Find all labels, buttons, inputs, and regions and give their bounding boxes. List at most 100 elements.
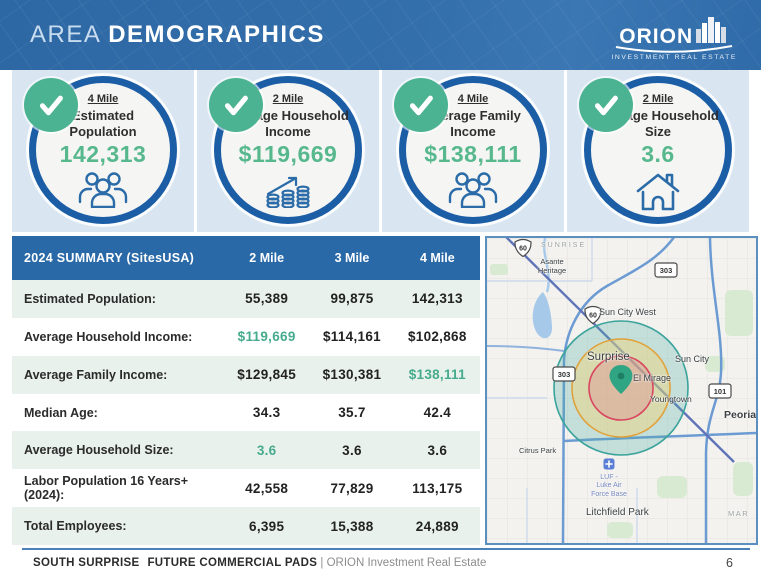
badge-value: 142,313 (59, 140, 147, 167)
badge-avg-household-income: 2 Mile Average Household Income $119,669 (197, 70, 379, 232)
buildings-icon (695, 13, 729, 47)
loop-303-shield: 303 (552, 366, 576, 382)
map-label-citrus-park: Citrus Park (519, 446, 557, 455)
row-value: $114,161 (323, 329, 381, 345)
checkmark-icon (394, 78, 448, 132)
svg-text:101: 101 (714, 387, 727, 396)
row-value: 42.4 (423, 405, 452, 420)
road (487, 345, 565, 352)
us-60-shield: 60 (514, 238, 532, 258)
loop-101-shield: 101 (708, 383, 732, 399)
stat-badge-band: 4 Mile Estimated Population 142,313 (0, 70, 761, 232)
page-title: AREA DEMOGRAPHICS (30, 21, 325, 49)
loop-303-shield: 303 (654, 262, 678, 278)
orion-logo-name: ORION (619, 24, 694, 48)
row-value: 35.7 (338, 405, 366, 420)
map-label-sun-city: Sun City (675, 354, 710, 364)
footer-company: ORION Investment Real Estate (326, 557, 487, 569)
map-label-maricopa: MAR (728, 509, 750, 518)
row-value: 77,829 (330, 480, 374, 496)
row-value: 3.6 (427, 442, 448, 458)
table-row: Average Family Income: $129,845 $130,381… (12, 355, 480, 394)
us-60-grand-ave-road (505, 238, 735, 463)
page-title-bold: DEMOGRAPHICS (108, 21, 325, 48)
footer-divider (22, 548, 750, 550)
loop-303-road (561, 238, 675, 543)
map-label-luke-afb: LUF - Luke Air Force Base (591, 474, 627, 498)
checkmark-icon (24, 78, 78, 132)
row-value: $129,845 (237, 367, 297, 383)
row-label: Average Household Size: (24, 443, 174, 458)
svg-text:60: 60 (589, 313, 597, 320)
badge-radius-label: 4 Mile (457, 93, 489, 105)
row-label: Total Employees: (24, 519, 127, 534)
column-2-mile: 2 Mile (249, 251, 285, 265)
table-row: Estimated Population: 55,389 99,875 142,… (12, 280, 480, 318)
svg-text:60: 60 (519, 246, 527, 253)
map-label-el-mirage: El Mirage (633, 373, 672, 383)
checkmark-icon (579, 78, 633, 132)
badge-avg-household-size: 2 Mile Average Household Size 3.6 (567, 70, 749, 232)
badge-value: 3.6 (641, 140, 675, 167)
row-value: 24,889 (415, 518, 459, 534)
checkmark-icon (209, 78, 263, 132)
svg-text:303: 303 (558, 370, 571, 379)
lake (532, 292, 553, 339)
site-location-pin[interactable] (609, 365, 633, 394)
page-number: 6 (726, 556, 733, 570)
row-value: 34.3 (252, 405, 281, 420)
orion-logo-tagline: INVESTMENT REAL ESTATE (611, 53, 737, 61)
row-value: 142,313 (411, 291, 463, 307)
row-value-highlight: $138,111 (408, 367, 466, 383)
people-group-icon (446, 170, 500, 213)
row-value: 6,395 (249, 518, 285, 534)
table-row: Total Employees: 6,395 15,388 24,889 (12, 507, 480, 546)
map-label-asante-heritage: Asante Heritage (537, 257, 567, 275)
map-canvas: 60 60 303 303 101 (487, 238, 756, 543)
table-row: Average Household Income: $119,669 $114,… (12, 317, 480, 356)
map-label-peoria: Peoria (724, 409, 757, 421)
row-value: 15,388 (330, 518, 374, 534)
row-label: Labor Population 16 Years+ (2024): (24, 474, 189, 503)
footer-project: SOUTH SURPRISE (33, 557, 140, 569)
loop-101-road (704, 238, 723, 543)
map-label-surprise: Surprise (587, 351, 630, 363)
badge-estimated-population: 4 Mile Estimated Population 142,313 (12, 70, 194, 232)
page-title-light: AREA (30, 21, 109, 48)
column-3-mile: 3 Mile (334, 251, 370, 265)
badge-title: Average Family Income (425, 108, 521, 139)
badge-value: $119,669 (238, 140, 338, 167)
badge-title: Estimated Population (69, 108, 137, 139)
badge-radius-label: 2 Mile (272, 93, 304, 105)
footer-subtitle: FUTURE COMMERCIAL PADS (147, 557, 318, 569)
badge-radius-label: 4 Mile (87, 93, 119, 105)
badge-value: $138,111 (424, 140, 522, 167)
row-label: Median Age: (24, 405, 98, 420)
road (562, 431, 756, 443)
row-value: $102,868 (407, 329, 467, 345)
page-header: AREA DEMOGRAPHICS ORION INVESTMENT (0, 0, 761, 70)
airport-icon (603, 458, 615, 470)
row-value: 42,558 (245, 480, 289, 496)
table-row: Labor Population 16 Years+ (2024): 42,55… (12, 469, 480, 508)
badge-avg-family-income: 4 Mile Average Family Income $138,111 (382, 70, 564, 232)
summary-table-header: 2024 SUMMARY (SitesUSA) 2 Mile 3 Mile 4 … (12, 236, 480, 280)
row-value-highlight: 3.6 (256, 442, 277, 458)
map-label-youngtown: Youngtown (650, 394, 692, 404)
svg-text:303: 303 (660, 266, 673, 275)
coins-growth-icon (263, 170, 313, 213)
footer-separator: | (320, 557, 324, 569)
river (542, 238, 550, 293)
map-label-sunrise: SUNRISE (541, 242, 587, 249)
orion-logo: ORION INVESTMENT REAL ESTATE (611, 13, 737, 62)
row-label: Estimated Population: (24, 291, 156, 306)
table-row: Median Age: 34.3 35.7 42.4 (12, 393, 480, 432)
row-value: 113,175 (412, 480, 463, 496)
radius-map[interactable]: 60 60 303 303 101 (485, 236, 758, 545)
table-row: Average Household Size: 3.6 3.6 3.6 (12, 431, 480, 470)
row-label: Average Family Income: (24, 367, 168, 382)
row-value: 99,875 (330, 291, 374, 307)
summary-table-title: 2024 SUMMARY (SitesUSA) (24, 251, 195, 265)
us-60-shield: 60 (584, 305, 602, 325)
